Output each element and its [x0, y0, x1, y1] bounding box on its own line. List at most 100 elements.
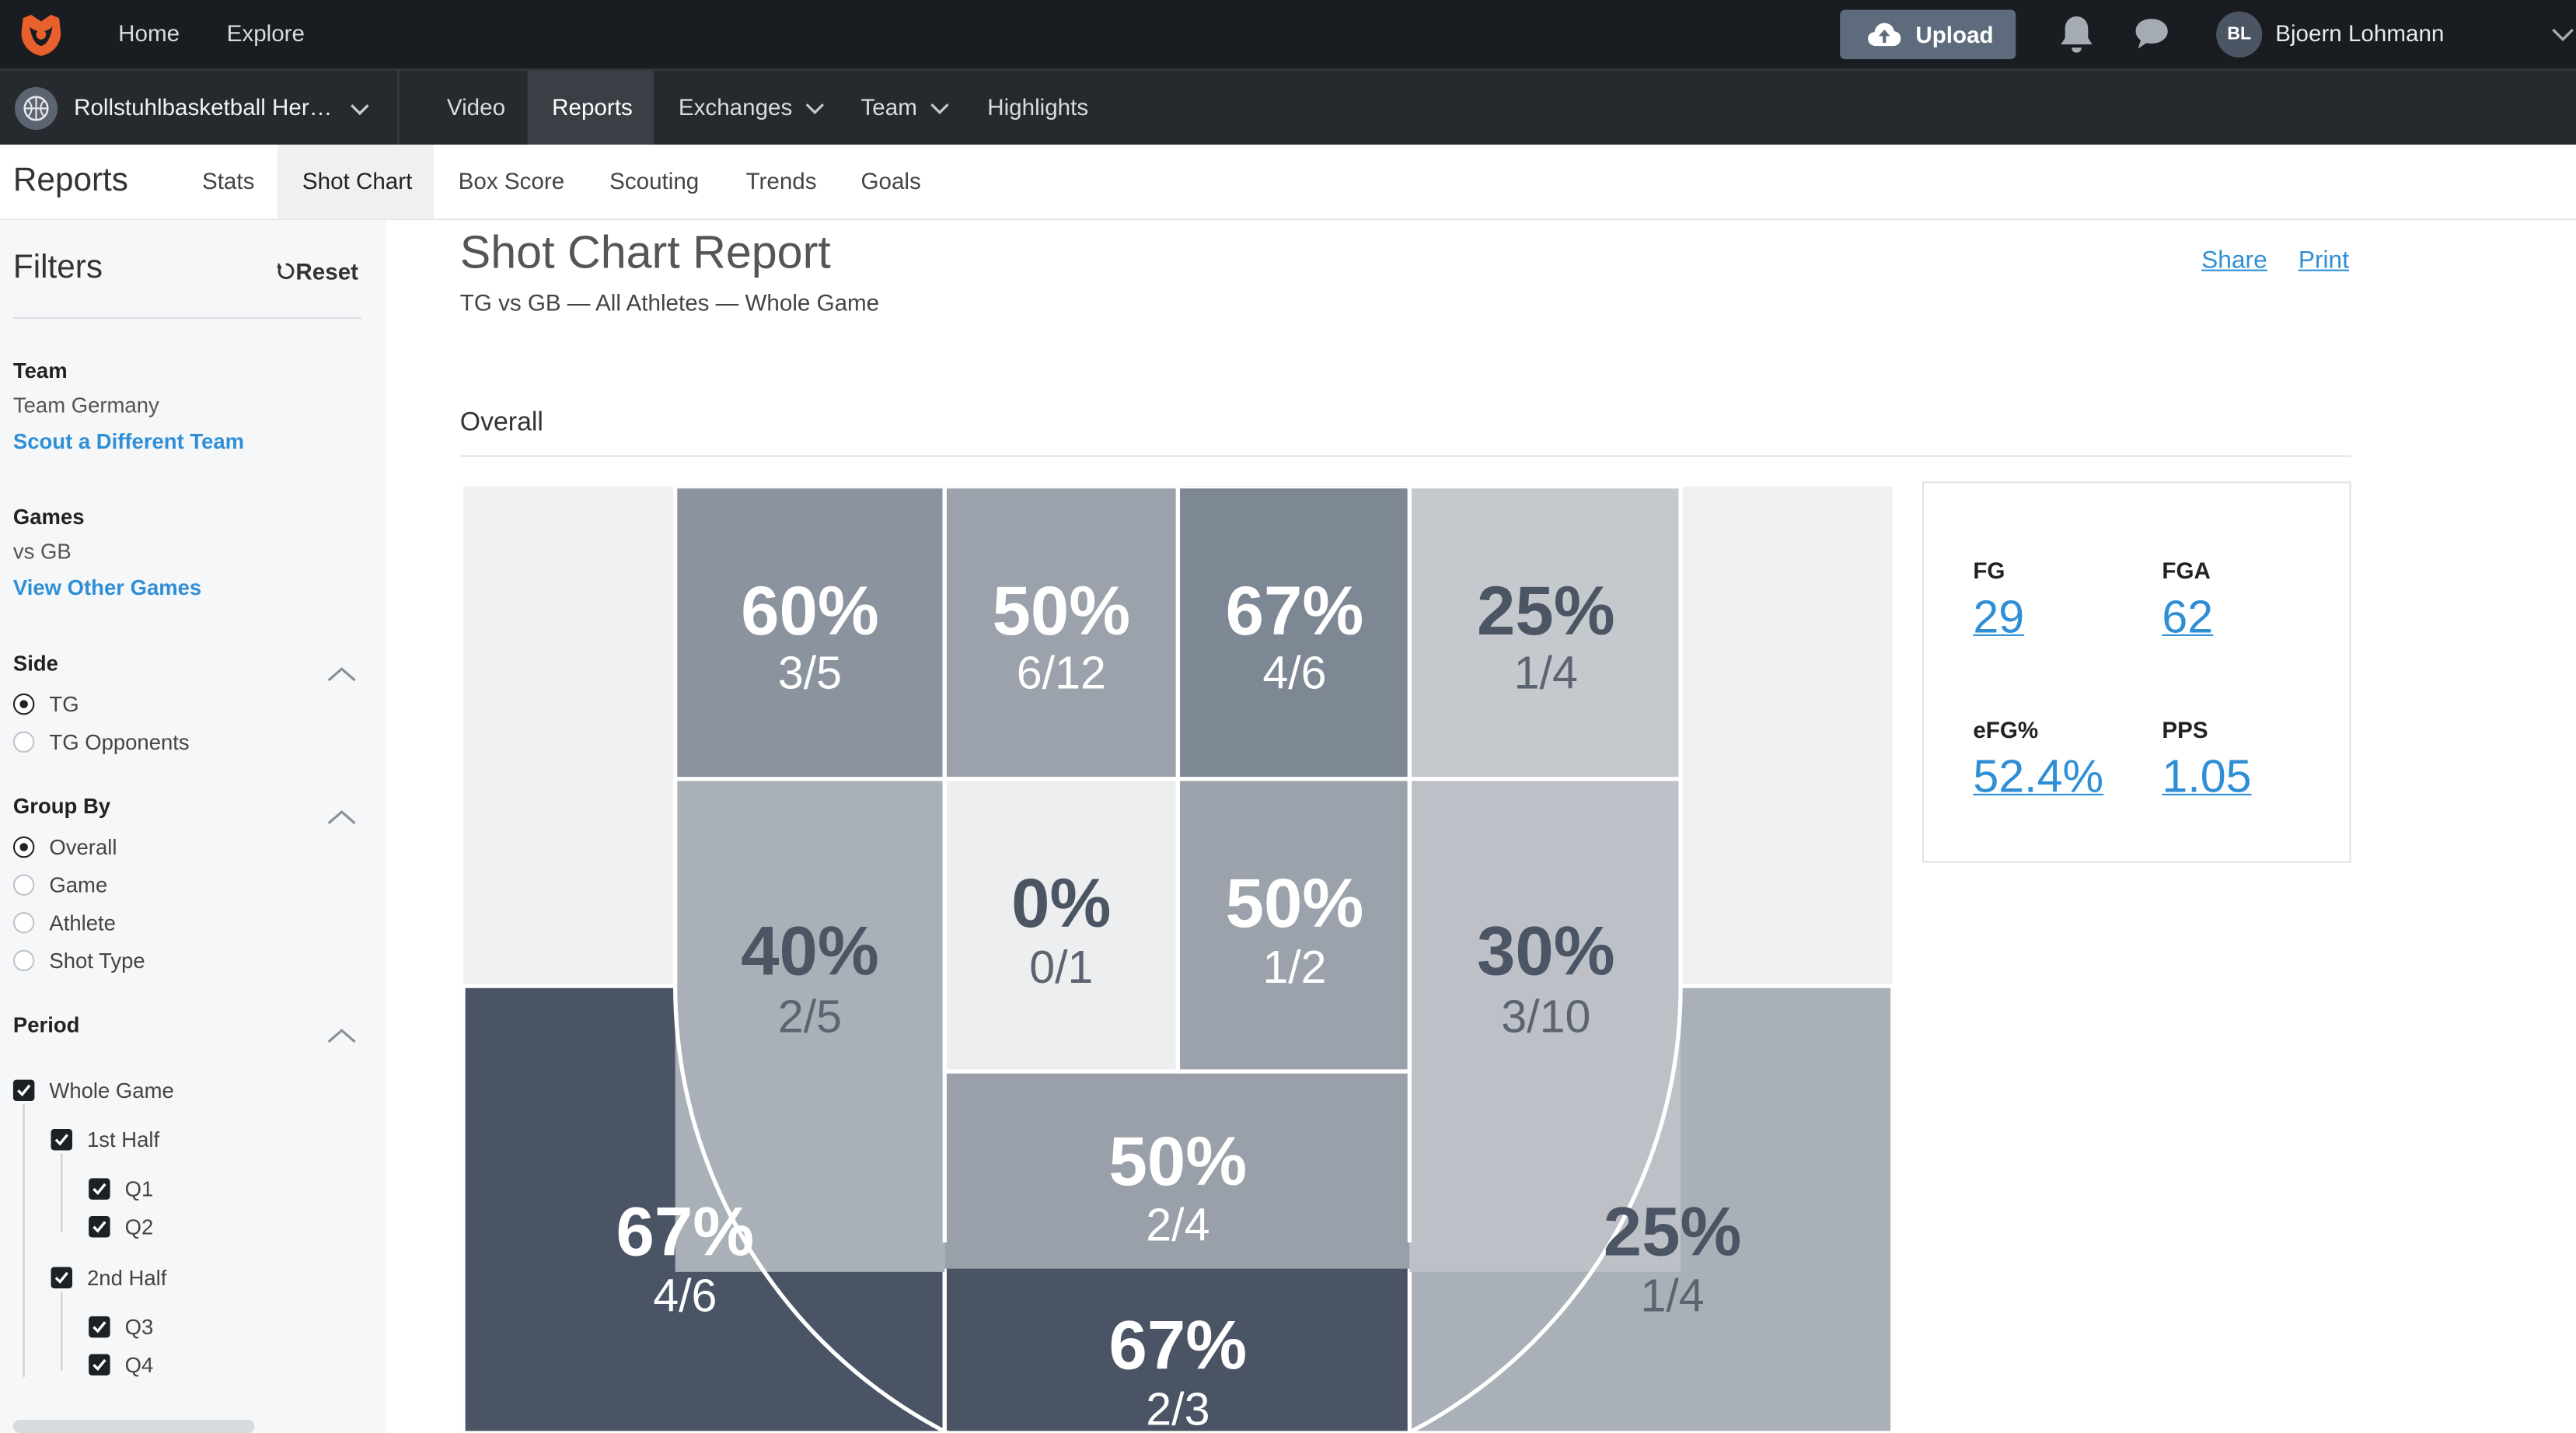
upload-button[interactable]: Upload: [1840, 9, 2016, 60]
tab-box-score[interactable]: Box Score: [458, 167, 565, 194]
reset-button[interactable]: Reset: [276, 258, 358, 285]
group-by-radio-shot-type[interactable]: [12, 949, 35, 972]
zone-made-att: 3/5: [778, 647, 842, 699]
tab-scouting[interactable]: Scouting: [609, 167, 700, 194]
zone-made-att: 2/5: [778, 990, 842, 1042]
zone-pct: 50%: [993, 572, 1131, 649]
messages-chat-icon[interactable]: [2129, 12, 2175, 66]
period-label: Whole Game: [49, 1078, 174, 1103]
section-title: Overall: [459, 409, 543, 438]
zone-mid-center-right: [1175, 777, 1412, 1074]
fga-value[interactable]: 62: [2162, 591, 2214, 643]
zone-pct: 67%: [1109, 1307, 1248, 1384]
tab-shot-chart[interactable]: Shot Chart: [277, 144, 434, 219]
team-heading: Team: [12, 358, 68, 383]
shot-chart-court: 60% 50% 67% 25% 40% 0% 50% 30% 50% 67% 6…: [463, 486, 1893, 1433]
user-name[interactable]: Bjoern Lohmann: [2275, 19, 2445, 47]
reset-label: Reset: [295, 257, 359, 285]
zone-top-mid-right: [1407, 486, 1683, 781]
view-other-games-link[interactable]: View Other Games: [12, 575, 202, 600]
scout-different-team-link[interactable]: Scout a Different Team: [12, 428, 245, 454]
team-switcher-label: Rollstuhlbasketball Her…: [74, 93, 333, 121]
group-by-option-label: Overall: [49, 834, 117, 860]
cloud-upload-icon: [1868, 23, 1901, 47]
period-checkbox-q4[interactable]: [89, 1354, 110, 1376]
tab-trends[interactable]: Trends: [745, 167, 817, 194]
group-by-radio-game[interactable]: [12, 874, 35, 896]
zone-inside-arc-bottom: [944, 1071, 1410, 1269]
zone-made-att: 2/3: [1146, 1382, 1209, 1433]
summary-stats-card: FG 29 FGA 62 eFG% 52.4% PPS 1.05: [1922, 481, 2351, 863]
collapse-group-by-chevron-up-icon[interactable]: [327, 804, 357, 834]
subnav-exchanges-label: Exchanges: [678, 93, 793, 121]
group-by-option-label: Shot Type: [49, 948, 145, 973]
zone-pct: 25%: [1477, 572, 1615, 649]
period-checkbox-q2[interactable]: [89, 1216, 110, 1238]
tree-guide: [61, 1291, 63, 1371]
nav-explore-link[interactable]: Explore: [226, 19, 305, 47]
tab-stats[interactable]: Stats: [201, 167, 255, 194]
chevron-down-icon: [806, 103, 825, 115]
games-heading: Games: [12, 504, 85, 530]
print-link[interactable]: Print: [2298, 246, 2350, 274]
section-divider: [459, 455, 2351, 457]
brand-logo-icon[interactable]: [16, 10, 65, 59]
filters-sidebar: Filters Reset Team Team Germany Scout a …: [0, 220, 386, 1433]
zone-made-att: 2/4: [1146, 1199, 1209, 1251]
group-by-option-label: Athlete: [49, 910, 116, 935]
period-label: 1st Half: [87, 1127, 160, 1152]
games-value: vs GB: [12, 539, 72, 564]
user-menu-chevron-down-icon[interactable]: [2551, 23, 2574, 53]
nav-home-link[interactable]: Home: [118, 19, 180, 47]
zone-made-att: 1/4: [1640, 1270, 1704, 1322]
tree-guide: [23, 1104, 25, 1378]
pps-label: PPS: [2162, 716, 2208, 743]
period-checkbox-q1[interactable]: [89, 1178, 110, 1200]
subnav-reports[interactable]: Reports: [527, 70, 654, 145]
team-switcher[interactable]: Rollstuhlbasketball Her…: [0, 70, 400, 145]
court-corner: [1681, 486, 1893, 987]
subnav-team[interactable]: Team: [860, 71, 950, 145]
zone-top-mid-left: [673, 486, 947, 781]
share-link[interactable]: Share: [2201, 246, 2267, 274]
side-heading: Side: [12, 650, 58, 676]
sidebar-scrollbar[interactable]: [12, 1420, 255, 1433]
filters-title: Filters: [12, 250, 103, 286]
subnav-video[interactable]: Video: [446, 93, 506, 121]
upload-label: Upload: [1915, 21, 1994, 48]
zone-pct: 67%: [1226, 572, 1364, 649]
chevron-down-icon: [930, 103, 950, 115]
efg-value[interactable]: 52.4%: [1973, 750, 2104, 802]
collapse-period-chevron-up-icon[interactable]: [327, 1022, 357, 1052]
user-avatar[interactable]: BL: [2216, 11, 2263, 58]
tab-goals[interactable]: Goals: [860, 167, 921, 194]
zone-made-att: 1/2: [1262, 941, 1326, 993]
reset-icon: [277, 262, 295, 280]
period-checkbox-whole-game[interactable]: [12, 1079, 35, 1102]
notifications-bell-icon[interactable]: [2054, 12, 2100, 66]
zone-pct: 0%: [1011, 865, 1111, 942]
period-label: Q1: [124, 1176, 154, 1201]
group-by-radio-athlete[interactable]: [12, 912, 35, 934]
subnav-exchanges[interactable]: Exchanges: [679, 71, 826, 145]
period-label: Q4: [124, 1352, 154, 1378]
collapse-side-chevron-up-icon[interactable]: [327, 661, 357, 690]
basketball-icon: [15, 87, 58, 130]
pps-value[interactable]: 1.05: [2162, 750, 2252, 802]
side-option-label: TG: [49, 691, 79, 717]
group-by-radio-overall[interactable]: [12, 836, 35, 858]
side-radio-tg-opponents[interactable]: [12, 731, 35, 753]
fg-value[interactable]: 29: [1973, 591, 2025, 643]
zone-pct: 30%: [1477, 912, 1615, 989]
zone-pct: 50%: [1226, 865, 1364, 942]
zone-made-att: 3/10: [1501, 990, 1590, 1042]
tree-guide: [61, 1153, 63, 1233]
reports-title: Reports: [12, 163, 128, 199]
period-checkbox-2nd-half[interactable]: [51, 1267, 72, 1288]
period-checkbox-1st-half[interactable]: [51, 1128, 72, 1151]
side-radio-tg[interactable]: [12, 693, 35, 715]
subnav-highlights[interactable]: Highlights: [987, 93, 1089, 121]
reports-tab-bar: Reports Stats Shot Chart Box Score Scout…: [0, 144, 2576, 221]
zone-made-att: 4/6: [653, 1270, 717, 1322]
period-checkbox-q3[interactable]: [89, 1316, 110, 1338]
